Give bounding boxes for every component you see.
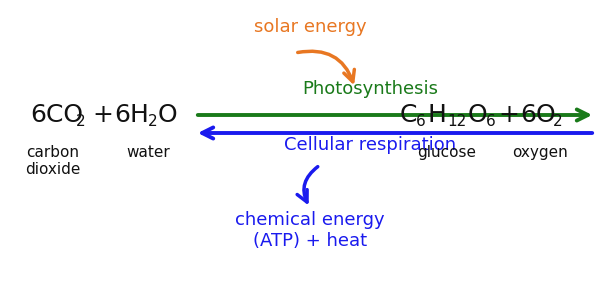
Text: 6H: 6H — [114, 103, 149, 127]
Text: Photosynthesis: Photosynthesis — [302, 80, 438, 98]
Text: chemical energy
(ATP) + heat: chemical energy (ATP) + heat — [235, 211, 385, 250]
Text: 6: 6 — [416, 115, 426, 130]
Text: 6: 6 — [486, 115, 496, 130]
Text: O: O — [468, 103, 487, 127]
Text: +: + — [498, 103, 519, 127]
FancyArrowPatch shape — [298, 51, 355, 82]
Text: O: O — [158, 103, 178, 127]
Text: Cellular respiration: Cellular respiration — [284, 136, 456, 154]
Text: glucose: glucose — [417, 145, 477, 160]
Text: water: water — [126, 145, 170, 160]
Text: solar energy: solar energy — [254, 18, 366, 36]
Text: oxygen: oxygen — [512, 145, 568, 160]
Text: 12: 12 — [447, 115, 466, 130]
Text: H: H — [428, 103, 447, 127]
Text: 2: 2 — [76, 115, 86, 130]
Text: carbon
dioxide: carbon dioxide — [25, 145, 81, 177]
Text: 6O: 6O — [520, 103, 556, 127]
Text: 2: 2 — [148, 115, 158, 130]
FancyArrowPatch shape — [297, 167, 318, 202]
Text: +: + — [92, 103, 113, 127]
Text: C: C — [400, 103, 417, 127]
Text: 6CO: 6CO — [30, 103, 83, 127]
Text: 2: 2 — [553, 115, 562, 130]
